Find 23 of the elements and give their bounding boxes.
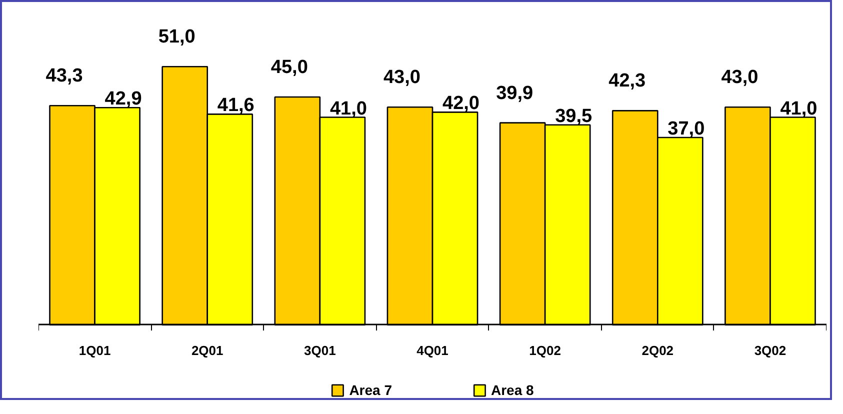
data-label: 41,0 [780, 98, 818, 120]
x-tick-label: 2Q01 [191, 342, 224, 358]
x-tick-label: 1Q02 [529, 342, 561, 358]
data-label: 41,0 [330, 98, 367, 120]
data-label: 45,0 [270, 56, 308, 78]
data-label: 42,9 [104, 88, 142, 110]
legend-label: Area 7 [349, 382, 392, 398]
data-label: 43,0 [721, 67, 758, 88]
legend-label: Area 8 [491, 382, 534, 398]
x-tick-label: 3Q01 [304, 342, 336, 358]
data-label: 43,3 [46, 66, 83, 87]
data-label: 37,0 [668, 118, 705, 140]
data-label: 43,0 [383, 67, 420, 88]
data-label: 41,6 [217, 95, 254, 116]
data-label: 39,5 [555, 106, 593, 127]
data-label: 42,0 [442, 93, 480, 114]
x-tick-label: 4Q01 [416, 342, 448, 358]
data-label: 39,9 [496, 82, 534, 104]
x-tick-label: 1Q01 [78, 342, 111, 358]
data-label: 51,0 [158, 26, 196, 48]
data-label: 42,3 [608, 70, 646, 92]
x-tick-label: 3Q02 [754, 342, 786, 358]
x-tick-label: 2Q02 [642, 342, 674, 358]
